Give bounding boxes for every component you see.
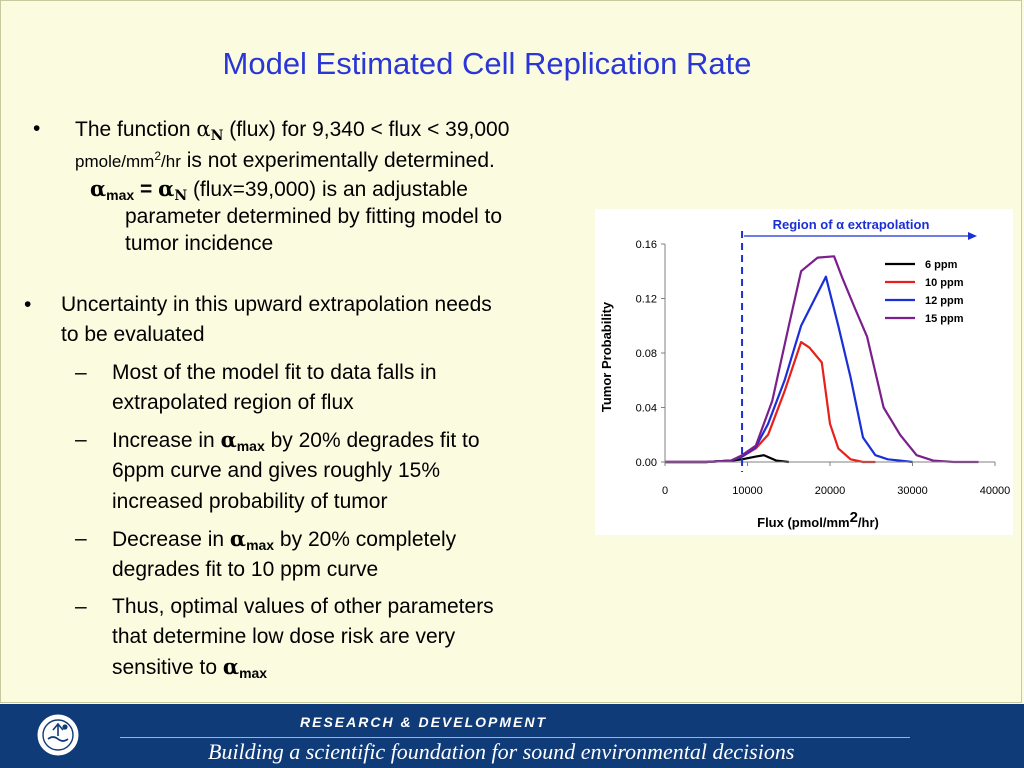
x-tick-label: 10000: [732, 485, 763, 497]
text-run: The function: [75, 118, 197, 141]
arrow-head-icon: [968, 232, 977, 240]
bullet-2-line-2: to be evaluated: [61, 323, 205, 346]
y-tick-label: 0.00: [636, 457, 657, 469]
subscript-max: max: [246, 537, 275, 553]
text-run: by 20% completely: [274, 528, 457, 551]
text-run: Increase in: [112, 429, 221, 452]
sub-1-line-2: extrapolated region of flux: [112, 391, 354, 414]
text-run: (flux=39,000) is an adjustable: [187, 178, 468, 201]
axis-layer: 0.00 0.04 0.08 0.12 0.16 0 10000 20000 30000 4000…: [636, 239, 1011, 497]
subscript-n: N: [210, 128, 224, 144]
text-run: Decrease in: [112, 528, 230, 551]
subscript-max: max: [106, 187, 135, 203]
x-tick-label: 20000: [815, 485, 846, 497]
legend-label: 10 ppm: [925, 277, 964, 289]
alpha-symbol: α: [90, 176, 107, 201]
alpha-symbol: α: [222, 654, 240, 679]
x-tick-label: 0: [662, 485, 668, 497]
dash-marker: –: [75, 428, 87, 451]
alpha-symbol: α: [196, 117, 211, 141]
footer-divider: [120, 737, 910, 738]
epa-seal-icon: [36, 713, 80, 757]
sub-2-line-1: Increase in αmax by 20% degrades fit to: [112, 425, 480, 461]
alpha-symbol: α: [158, 176, 175, 201]
unit-text: /hr: [161, 152, 181, 171]
sub-1-line-1: Most of the model fit to data falls in: [112, 361, 437, 384]
alpha-symbol: α: [229, 526, 247, 551]
equals-sign: =: [134, 178, 159, 201]
sub-2-line-3: increased probability of tumor: [112, 490, 388, 513]
legend-label: 15 ppm: [925, 313, 964, 325]
x-tick-label: 40000: [980, 485, 1011, 497]
dash-marker: –: [75, 361, 87, 384]
unit-superscript: 2: [154, 149, 162, 163]
extrapolation-annotation: Region of α extrapolation: [773, 217, 930, 232]
bullet-2-line-1: Uncertainty in this upward extrapolation…: [61, 293, 492, 316]
sub-3-line-2: degrades fit to 10 ppm curve: [112, 558, 379, 581]
sub-4-line-3: sensitive to αmax: [112, 652, 267, 688]
unit-text: pmole/mm: [75, 152, 155, 171]
bullet-marker: •: [33, 117, 41, 140]
text-run: sensitive to: [112, 656, 223, 679]
bullet-1-line-1: The function αN (flux) for 9,340 < flux …: [75, 114, 509, 151]
sub-4-line-2: that determine low dose risk are very: [112, 625, 456, 648]
dash-marker: –: [75, 595, 87, 618]
sub-2-line-2: 6ppm curve and gives roughly 15%: [112, 459, 441, 482]
series-line-15-ppm: [665, 255, 979, 464]
chart-panel: 0.00 0.04 0.08 0.12 0.16 0 10000 20000 30000 4000…: [595, 209, 1013, 535]
text-run: is not experimentally determined.: [180, 149, 495, 172]
y-tick-label: 0.16: [636, 239, 657, 251]
series-line-10-ppm: [665, 341, 876, 464]
slide-frame: [0, 0, 1022, 703]
footer-tagline: Building a scientific foundation for sou…: [208, 739, 795, 764]
subscript-max: max: [239, 665, 268, 681]
y-tick-label: 0.08: [636, 348, 657, 360]
y-axis-label: Tumor Probability: [599, 301, 614, 412]
sub-item-line-3: tumor incidence: [125, 232, 274, 255]
bullet-marker: •: [24, 293, 32, 316]
footer-heading: RESEARCH & DEVELOPMENT: [300, 714, 548, 730]
sub-4-line-1: Thus, optimal values of other parameters: [112, 595, 494, 618]
sub-3-line-1: Decrease in αmax by 20% completely: [112, 524, 456, 560]
footer-banner: RESEARCH & DEVELOPMENT Building a scient…: [0, 704, 1024, 768]
slide-title: Model Estimated Cell Replication Rate: [222, 46, 752, 81]
sub-item-line-2: parameter determined by fitting model to: [125, 205, 503, 228]
y-tick-label: 0.12: [636, 294, 657, 306]
x-tick-label: 30000: [897, 485, 928, 497]
dash-marker: –: [75, 527, 87, 550]
legend-label: 6 ppm: [925, 259, 958, 271]
legend-label: 12 ppm: [925, 295, 964, 307]
x-axis-label: Flux (pmol/mm2/hr): [757, 509, 879, 530]
sub-item-line-1: αmax = αN (flux=39,000) is an adjustable: [90, 174, 468, 211]
x-axis-label-text: /hr): [858, 515, 879, 530]
x-axis-label-sup: 2: [850, 509, 858, 526]
bullet-1-line-2: pmole/mm2/hr is not experimentally deter…: [75, 141, 495, 177]
alpha-symbol: α: [220, 427, 237, 452]
y-tick-label: 0.04: [636, 403, 657, 415]
subscript-n: N: [174, 188, 188, 204]
tumor-probability-chart: 0.00 0.04 0.08 0.12 0.16 0 10000 20000 30000 4000…: [599, 217, 1011, 530]
subscript-max: max: [236, 438, 265, 454]
text-run: (flux) for 9,340 < flux < 39,000: [223, 118, 510, 141]
x-axis-label-text: Flux (pmol/mm: [757, 515, 849, 530]
text-run: by 20% degrades fit to: [264, 429, 480, 452]
series-layer: [665, 255, 979, 464]
chart-legend: 6 ppm 10 ppm 12 ppm 15 ppm: [885, 259, 964, 325]
